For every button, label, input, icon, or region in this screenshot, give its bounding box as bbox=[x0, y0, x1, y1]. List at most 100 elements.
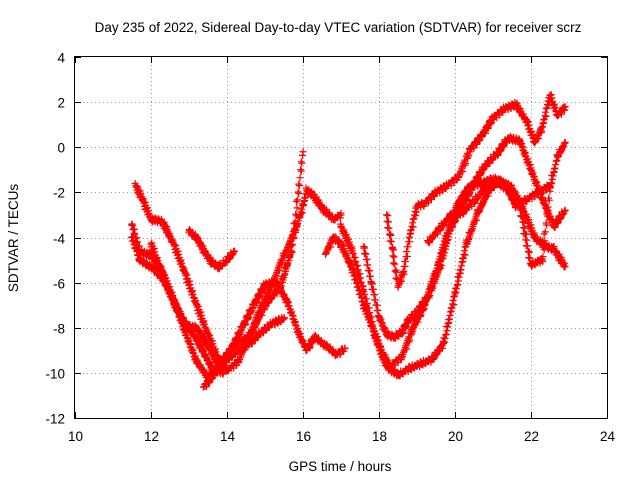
data-point bbox=[504, 186, 512, 194]
data-point bbox=[550, 222, 558, 230]
data-point bbox=[204, 342, 212, 350]
series-track-6 bbox=[199, 313, 288, 391]
data-point bbox=[440, 340, 448, 348]
data-point bbox=[375, 312, 383, 320]
data-point bbox=[409, 324, 417, 332]
data-point bbox=[246, 340, 254, 348]
data-point bbox=[193, 234, 201, 241]
data-point bbox=[272, 279, 280, 287]
data-point bbox=[280, 315, 288, 323]
data-point bbox=[204, 331, 212, 339]
data-point bbox=[360, 243, 368, 251]
data-point bbox=[193, 358, 201, 366]
chart-title: Day 235 of 2022, Sidereal Day-to-day VTE… bbox=[95, 20, 582, 35]
data-point bbox=[561, 206, 569, 214]
data-point bbox=[531, 234, 539, 241]
data-point bbox=[383, 211, 391, 219]
data-point bbox=[550, 245, 558, 253]
data-point bbox=[329, 215, 337, 223]
data-point bbox=[436, 263, 444, 271]
data-point bbox=[223, 256, 231, 264]
plot-frame bbox=[74, 56, 608, 419]
data-point bbox=[170, 240, 178, 248]
data-point bbox=[447, 211, 455, 219]
data-point bbox=[470, 179, 478, 187]
data-point bbox=[459, 209, 467, 217]
data-point bbox=[421, 200, 429, 208]
data-point bbox=[360, 288, 368, 296]
data-point bbox=[303, 346, 311, 354]
data-point bbox=[238, 324, 246, 332]
data-point bbox=[261, 301, 269, 309]
series-track-8 bbox=[337, 175, 569, 380]
data-point bbox=[481, 184, 489, 192]
data-point bbox=[527, 261, 535, 269]
series-track-5 bbox=[185, 226, 239, 273]
data-point bbox=[504, 134, 512, 142]
data-point bbox=[455, 173, 463, 181]
data-point bbox=[288, 247, 296, 255]
data-point bbox=[394, 283, 402, 291]
data-point bbox=[398, 328, 406, 336]
data-point bbox=[215, 263, 223, 271]
data-point bbox=[341, 344, 349, 352]
data-point bbox=[170, 299, 178, 307]
data-point bbox=[329, 234, 337, 241]
data-point bbox=[318, 204, 326, 212]
data-series bbox=[128, 91, 569, 391]
data-point bbox=[383, 362, 391, 370]
data-point bbox=[303, 186, 311, 194]
data-point bbox=[538, 256, 546, 264]
data-point bbox=[443, 182, 451, 190]
data-point bbox=[489, 114, 497, 122]
data-point bbox=[181, 319, 189, 327]
series-track-10 bbox=[383, 91, 569, 291]
data-point bbox=[284, 299, 292, 307]
data-point bbox=[400, 267, 408, 275]
data-point bbox=[538, 195, 546, 203]
data-point bbox=[413, 202, 421, 210]
y-tick-label: -4 bbox=[53, 232, 65, 247]
x-tick-label: 14 bbox=[220, 429, 236, 444]
data-point bbox=[512, 100, 520, 108]
data-point bbox=[310, 333, 318, 341]
y-tick-label: -6 bbox=[53, 277, 65, 292]
data-point bbox=[367, 279, 375, 287]
y-tick-label: 2 bbox=[57, 96, 65, 111]
data-point bbox=[139, 197, 147, 205]
data-point bbox=[257, 328, 265, 336]
data-point bbox=[295, 331, 303, 339]
data-point bbox=[371, 333, 379, 341]
data-point bbox=[348, 265, 356, 273]
data-point bbox=[128, 234, 136, 241]
data-point bbox=[337, 211, 345, 219]
data-point bbox=[394, 371, 402, 379]
data-point bbox=[436, 224, 444, 232]
data-point bbox=[405, 234, 413, 241]
y-tick-label: 0 bbox=[57, 141, 65, 156]
data-point bbox=[388, 245, 396, 253]
y-tick-label: 4 bbox=[57, 51, 65, 66]
data-point bbox=[538, 123, 546, 131]
data-point bbox=[310, 193, 318, 201]
data-point bbox=[474, 209, 482, 217]
data-point bbox=[212, 369, 220, 377]
x-tick-label: 16 bbox=[296, 429, 311, 444]
data-point bbox=[424, 238, 432, 246]
data-point bbox=[413, 308, 421, 316]
data-point bbox=[493, 150, 501, 158]
data-point bbox=[470, 197, 478, 205]
data-point bbox=[158, 218, 166, 226]
data-point bbox=[348, 247, 356, 255]
data-point bbox=[383, 331, 391, 339]
data-point bbox=[432, 188, 440, 196]
data-point bbox=[447, 222, 455, 230]
data-point bbox=[516, 202, 524, 210]
data-point bbox=[390, 333, 398, 341]
data-point bbox=[478, 179, 486, 187]
x-tick-label: 24 bbox=[600, 429, 616, 444]
data-point bbox=[208, 258, 216, 266]
data-point bbox=[234, 358, 242, 366]
x-axis-label: GPS time / hours bbox=[289, 459, 392, 474]
